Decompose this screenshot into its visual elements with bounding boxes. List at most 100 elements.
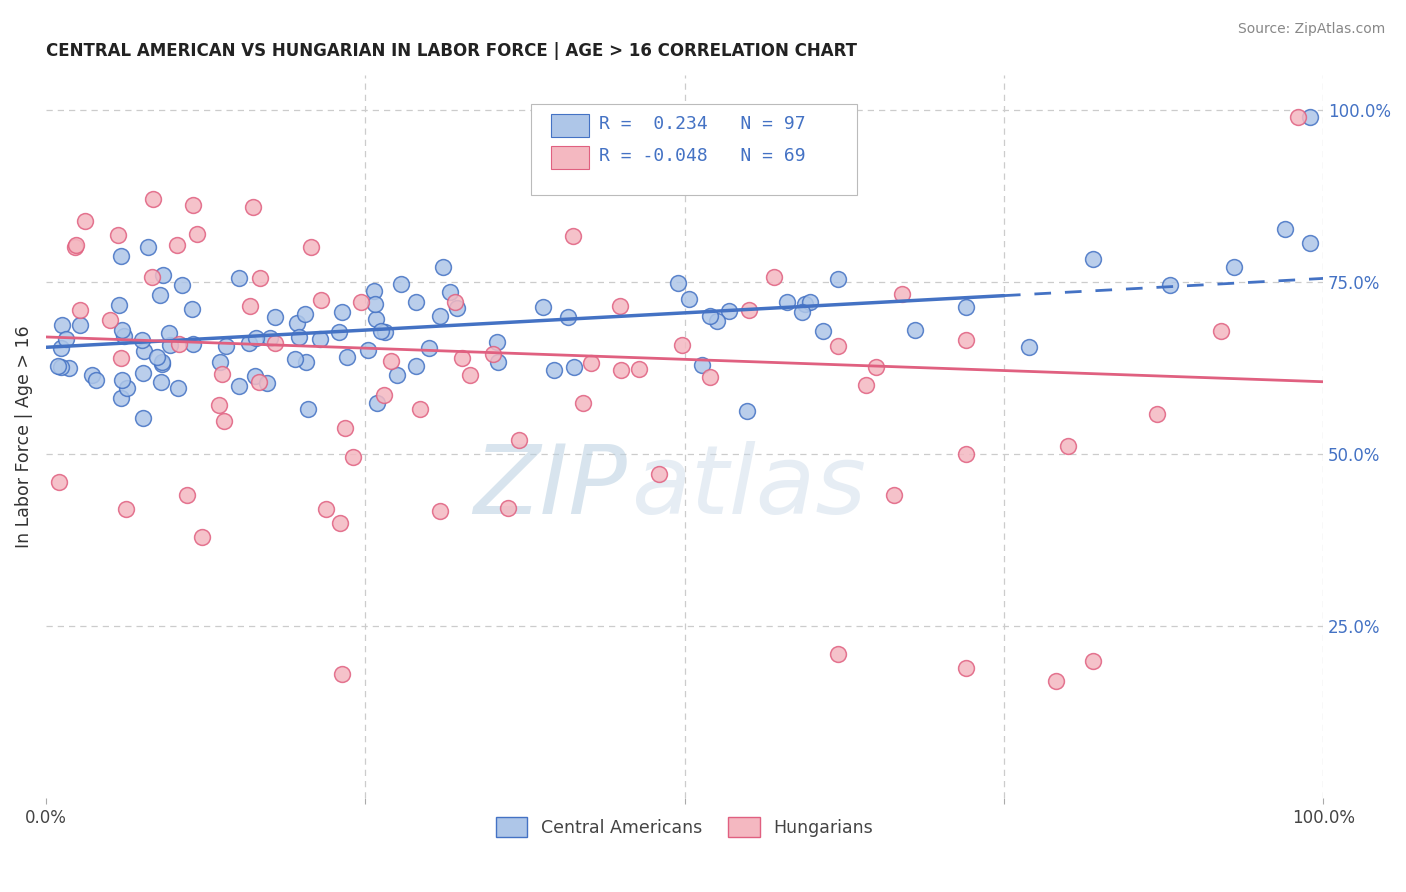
Point <box>264 310 287 325</box>
Point <box>482 347 505 361</box>
Point <box>176 488 198 502</box>
Y-axis label: In Labor Force | Age > 16: In Labor Force | Age > 16 <box>15 326 32 549</box>
Point <box>166 381 188 395</box>
Point <box>148 288 170 302</box>
Point <box>865 360 887 375</box>
Point <box>111 323 134 337</box>
Point <box>181 337 204 351</box>
Point <box>1299 110 1322 124</box>
Point <box>432 260 454 274</box>
Point <box>350 294 373 309</box>
Point <box>609 299 631 313</box>
Point <box>108 298 131 312</box>
Point <box>508 433 530 447</box>
Point <box>259 330 281 344</box>
Point <box>131 333 153 347</box>
Point <box>181 301 204 316</box>
Point <box>366 395 388 409</box>
Point <box>150 357 173 371</box>
Point <box>562 360 585 375</box>
Point <box>142 192 165 206</box>
Point <box>890 286 912 301</box>
Point <box>1274 222 1296 236</box>
Point <box>157 326 180 340</box>
Point <box>706 314 728 328</box>
Point <box>228 271 250 285</box>
Point <box>1286 110 1309 124</box>
Point <box>827 271 849 285</box>
Point <box>763 270 786 285</box>
Point <box>242 200 264 214</box>
Point <box>145 351 167 365</box>
Point <box>855 378 877 392</box>
Point <box>955 333 977 347</box>
Point <box>330 304 353 318</box>
Text: R =  0.234   N = 97: R = 0.234 N = 97 <box>599 115 806 133</box>
Point <box>692 358 714 372</box>
Point <box>699 309 721 323</box>
Point <box>297 402 319 417</box>
Point <box>342 450 364 465</box>
Point <box>443 294 465 309</box>
Point <box>827 339 849 353</box>
Point <box>429 309 451 323</box>
Point <box>111 373 134 387</box>
Point <box>228 379 250 393</box>
Point <box>903 323 925 337</box>
Point <box>571 396 593 410</box>
Point <box>294 307 316 321</box>
Point <box>114 502 136 516</box>
Point <box>737 303 759 318</box>
Point <box>51 318 73 333</box>
Point <box>955 660 977 674</box>
Legend: Central Americans, Hungarians: Central Americans, Hungarians <box>489 810 880 844</box>
Point <box>557 310 579 324</box>
Point <box>380 354 402 368</box>
Point <box>46 359 69 373</box>
Point <box>364 297 387 311</box>
Point <box>883 488 905 502</box>
Point <box>55 332 77 346</box>
Point <box>263 336 285 351</box>
Point <box>955 300 977 314</box>
Point <box>245 368 267 383</box>
Point <box>1299 236 1322 251</box>
Point <box>208 398 231 412</box>
Point <box>284 352 307 367</box>
Point <box>150 376 173 390</box>
Point <box>793 297 815 311</box>
Point <box>610 362 633 376</box>
Point <box>699 370 721 384</box>
Point <box>370 324 392 338</box>
Point <box>446 301 468 315</box>
Point <box>69 303 91 318</box>
Point <box>1159 278 1181 293</box>
Point <box>69 318 91 332</box>
Point <box>333 420 356 434</box>
Point <box>132 367 155 381</box>
Point <box>531 300 554 314</box>
Point <box>486 355 509 369</box>
Point <box>107 227 129 242</box>
Point <box>170 278 193 293</box>
Point <box>374 325 396 339</box>
Text: atlas: atlas <box>631 441 866 534</box>
Point <box>955 447 977 461</box>
Point <box>247 376 270 390</box>
Point <box>73 213 96 227</box>
Point <box>409 401 432 416</box>
Point <box>1209 324 1232 338</box>
Point <box>648 467 671 481</box>
Point <box>329 516 352 530</box>
Point <box>387 368 409 383</box>
Point <box>211 367 233 381</box>
Point <box>152 355 174 369</box>
Point <box>110 351 132 366</box>
Point <box>1083 252 1105 266</box>
Text: ZIP: ZIP <box>474 441 627 534</box>
Point <box>813 324 835 338</box>
Point <box>405 294 427 309</box>
Text: CENTRAL AMERICAN VS HUNGARIAN IN LABOR FORCE | AGE > 16 CORRELATION CHART: CENTRAL AMERICAN VS HUNGARIAN IN LABOR F… <box>46 42 858 60</box>
Bar <box>551 113 589 136</box>
Point <box>63 240 86 254</box>
